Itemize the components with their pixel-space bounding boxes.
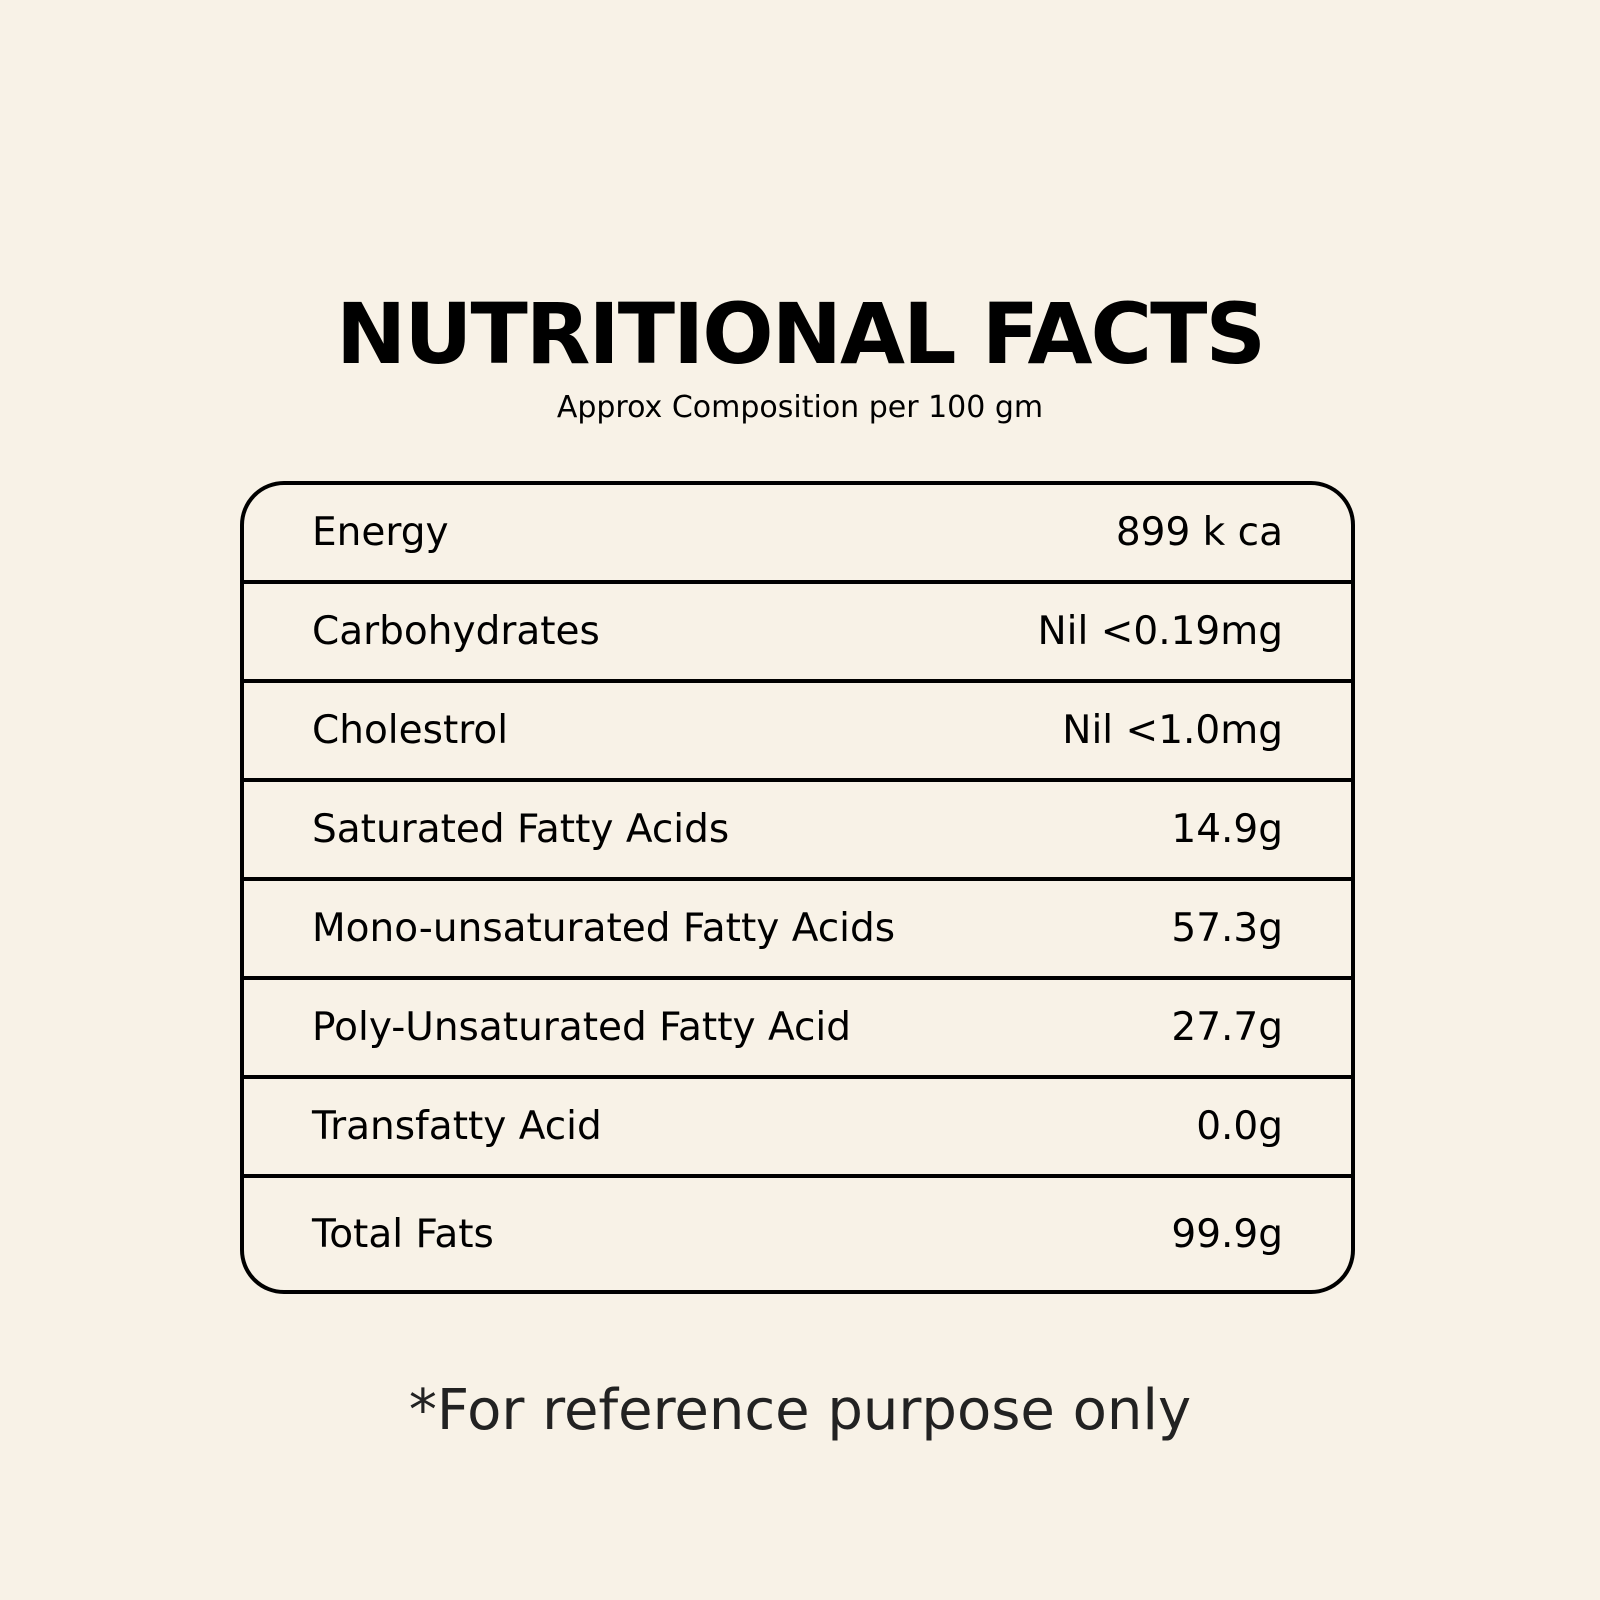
table-row: Energy 899 k ca bbox=[244, 485, 1351, 584]
nutrient-name: Total Fats bbox=[312, 1211, 494, 1257]
table-row: Saturated Fatty Acids 14.9g bbox=[244, 782, 1351, 881]
subtitle: Approx Composition per 100 gm bbox=[556, 390, 1044, 425]
nutrient-name: Cholestrol bbox=[312, 708, 509, 753]
title: NUTRITIONAL FACTS bbox=[336, 285, 1266, 383]
nutrient-value: 0.0g bbox=[1196, 1104, 1283, 1149]
nutrient-value: 14.9g bbox=[1171, 807, 1283, 852]
nutrition-table: Energy 899 k ca Carbohydrates Nil <0.19mg Ch… bbox=[240, 481, 1355, 1294]
nutrient-value: 57.3g bbox=[1171, 906, 1283, 951]
nutrient-value: 27.7g bbox=[1171, 1005, 1283, 1050]
nutrient-value: Nil <0.19mg bbox=[1037, 609, 1283, 654]
table-row: Carbohydrates Nil <0.19mg bbox=[244, 584, 1351, 683]
nutrient-name: Saturated Fatty Acids bbox=[312, 807, 730, 852]
nutrient-value: Nil <1.0mg bbox=[1062, 708, 1283, 753]
nutrient-name: Poly-Unsaturated Fatty Acid bbox=[312, 1005, 851, 1050]
nutrient-value: 99.9g bbox=[1171, 1211, 1283, 1257]
table-row: Cholestrol Nil <1.0mg bbox=[244, 683, 1351, 782]
table-row: Poly-Unsaturated Fatty Acid 27.7g bbox=[244, 980, 1351, 1079]
table-row: Transfatty Acid 0.0g bbox=[244, 1079, 1351, 1178]
table-row: Total Fats 99.9g bbox=[244, 1178, 1351, 1290]
nutrient-name: Transfatty Acid bbox=[312, 1104, 602, 1149]
nutrient-name: Energy bbox=[312, 510, 449, 555]
nutrient-name: Mono-unsaturated Fatty Acids bbox=[312, 906, 896, 951]
nutrient-name: Carbohydrates bbox=[312, 609, 600, 654]
footnote: *For reference purpose only bbox=[408, 1378, 1192, 1443]
table-row: Mono-unsaturated Fatty Acids 57.3g bbox=[244, 881, 1351, 980]
nutrient-value: 899 k ca bbox=[1115, 510, 1283, 555]
